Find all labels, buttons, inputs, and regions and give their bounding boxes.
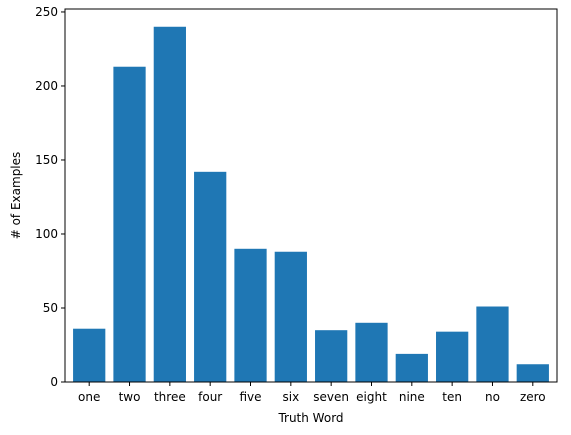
bar-three xyxy=(153,26,186,382)
bar-one xyxy=(73,328,106,382)
bar-no xyxy=(476,306,509,382)
x-tick-label-two: two xyxy=(119,390,141,404)
y-axis: 0 50 100 150 200 250 xyxy=(35,5,65,389)
y-tick-label: 50 xyxy=(43,301,58,315)
y-tick-label: 250 xyxy=(35,5,58,19)
x-tick-label-nine: nine xyxy=(399,390,425,404)
x-axis: one two three four five six seven eight nine ten n… xyxy=(78,382,546,404)
bar-seven xyxy=(315,330,348,382)
bar-zero xyxy=(516,364,549,382)
y-axis-label: # of Examples xyxy=(9,152,23,240)
x-tick-label-four: four xyxy=(198,390,222,404)
x-tick-label-six: six xyxy=(282,390,299,404)
bars-group xyxy=(73,26,549,382)
plot-frame xyxy=(64,8,558,383)
bar-five xyxy=(234,248,267,382)
bar-ten xyxy=(436,331,469,382)
bar-four xyxy=(194,171,227,382)
bar-two xyxy=(113,66,146,382)
x-tick-label-no: no xyxy=(485,390,500,404)
y-tick-label: 200 xyxy=(35,79,58,93)
x-tick-label-seven: seven xyxy=(313,390,349,404)
x-tick-label-three: three xyxy=(154,390,186,404)
y-tick-label: 0 xyxy=(50,375,58,389)
x-tick-label-eight: eight xyxy=(356,390,387,404)
x-tick-label-zero: zero xyxy=(520,390,546,404)
x-tick-label-five: five xyxy=(239,390,261,404)
x-tick-label-one: one xyxy=(78,390,100,404)
x-axis-label: Truth Word xyxy=(277,411,343,425)
bar-six xyxy=(274,251,307,382)
bar-eight xyxy=(355,322,388,382)
x-tick-label-ten: ten xyxy=(442,390,462,404)
y-tick-label: 150 xyxy=(35,153,58,167)
y-tick-label: 100 xyxy=(35,227,58,241)
bar-nine xyxy=(395,353,428,382)
